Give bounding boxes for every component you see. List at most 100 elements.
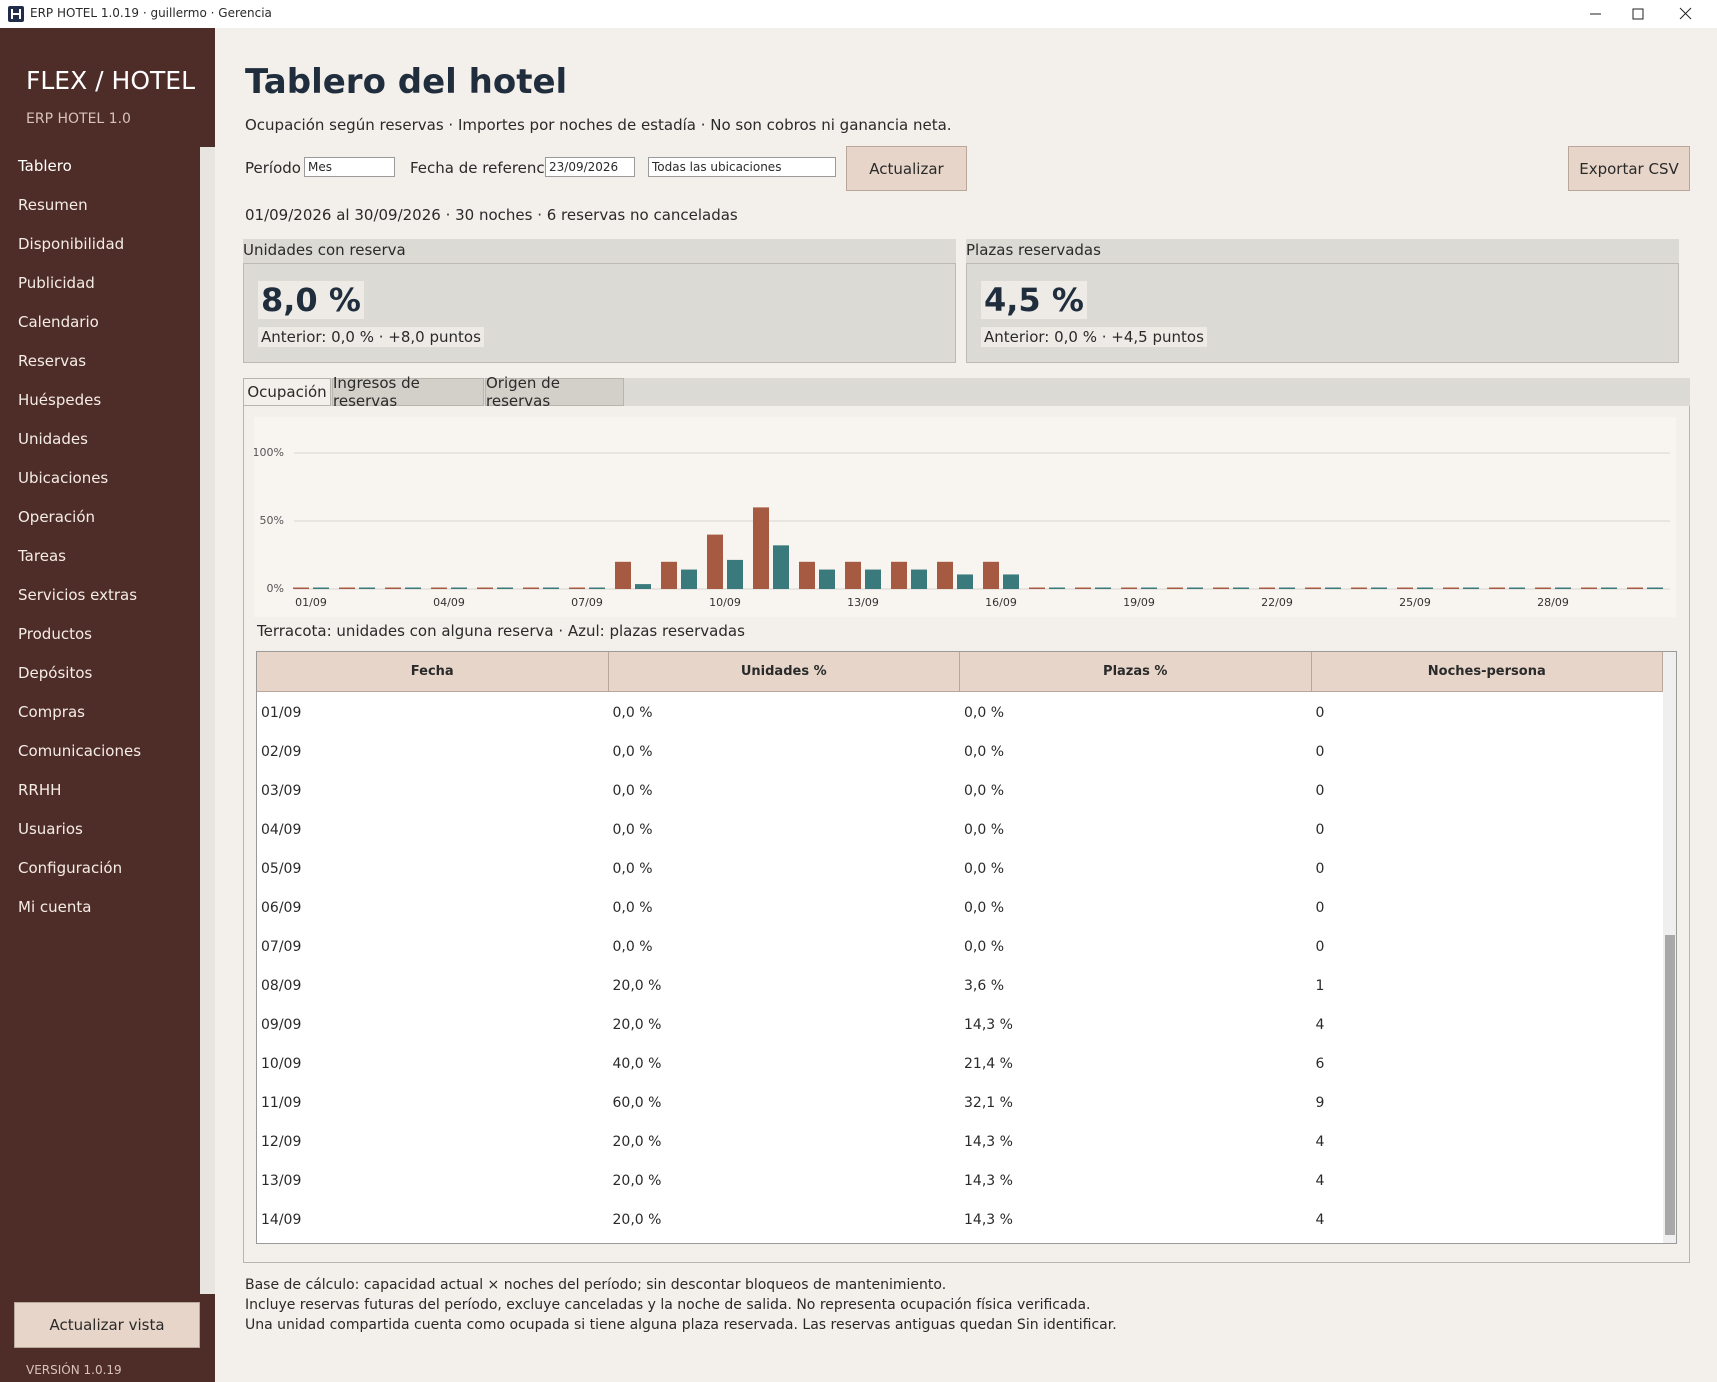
scroll-thumb[interactable] [1665,935,1675,1235]
nav-item[interactable]: Usuarios [18,820,83,838]
table-cell: 0,0 % [964,861,1005,877]
bar [1509,587,1525,589]
table-cell: 08/09 [261,978,302,994]
table-cell: 20,0 % [612,978,662,994]
x-tick-label: 19/09 [1123,596,1155,609]
table-cell: 12/09 [261,1134,302,1150]
nav-item[interactable]: Productos [18,625,92,643]
nav-item[interactable]: Calendario [18,313,99,331]
nav-item[interactable]: Reservas [18,352,87,370]
kpi-detail: Anterior: 0,0 % · +8,0 puntos [258,327,484,347]
nav-item[interactable]: Compras [18,703,85,721]
bar [451,587,467,589]
tab[interactable]: Ingresos de reservas [332,374,484,410]
bar [1489,587,1505,589]
export-button[interactable]: Exportar CSV [1568,146,1690,191]
nav-item[interactable]: Servicios extras [18,586,138,604]
table-cell: 07/09 [261,939,302,955]
kpi-value: 8,0 % [258,281,364,319]
nav-item[interactable]: Tareas [18,547,66,565]
table-cell: 14/09 [261,1212,302,1228]
refresh-button[interactable]: Actualizar [846,146,967,191]
bar [635,584,651,589]
bar [1141,587,1157,589]
x-tick-label: 22/09 [1261,596,1293,609]
table-cell: 40,0 % [612,1056,662,1072]
brand: FLEX / HOTEL [26,66,196,95]
kpi-detail: Anterior: 0,0 % · +4,5 puntos [981,327,1207,347]
nav-item[interactable]: Ubicaciones [18,469,109,487]
bar [615,561,631,589]
nav-item[interactable]: RRHH [18,781,62,799]
tab-bar [243,378,1690,406]
column-header[interactable]: Plazas % [960,652,1312,692]
bar [1555,587,1571,589]
nav-item[interactable]: Disponibilidad [18,235,125,253]
bar [799,561,815,589]
x-tick-label: 07/09 [571,596,603,609]
bar [313,587,329,589]
table-cell: 0 [1315,861,1325,877]
refresh-view-button[interactable]: Actualizar vista [14,1302,200,1348]
bar [957,574,973,589]
table-cell: 0,0 % [964,705,1005,721]
kpi-label: Unidades con reserva [243,241,406,259]
version: VERSIÓN 1.0.19 [26,1363,122,1377]
close-button[interactable] [1679,7,1692,20]
bar [1535,587,1551,589]
table-cell: 6 [1315,1056,1325,1072]
x-tick-label: 16/09 [985,596,1017,609]
nav-item[interactable]: Depósitos [18,664,93,682]
occupancy-chart: 0% 50% 100% 01/09 04/09 07/09 10/09 13/09 16/09 1… [254,417,1676,617]
nav-item[interactable]: Comunicaciones [18,742,142,760]
bar [911,569,927,589]
location-select[interactable]: Todas las ubicaciones [648,157,836,177]
bar [1167,587,1183,589]
x-tick-label: 25/09 [1399,596,1431,609]
bar [1417,587,1433,589]
nav-item[interactable]: Resumen [18,196,88,214]
nav-item[interactable]: Huéspedes [18,391,102,409]
bar [845,561,861,589]
bar [431,587,447,589]
table-cell: 0 [1315,783,1325,799]
column-header[interactable]: Unidades % [608,652,960,692]
maximize-button[interactable] [1632,8,1644,20]
bar [339,587,355,589]
kpi-header [966,239,1679,263]
nav-item[interactable]: Mi cuenta [18,898,92,916]
bar [707,534,723,589]
chart-caption: Terracota: unidades con alguna reserva ·… [257,622,745,640]
nav-item[interactable]: Configuración [18,859,123,877]
table-cell: 0,0 % [612,822,653,838]
date-input[interactable]: 23/09/2026 [545,157,635,177]
column-header[interactable]: Noches-persona [1311,652,1663,692]
table-cell: 0,0 % [612,861,653,877]
period-select[interactable]: Mes [304,157,395,177]
bar [1259,587,1275,589]
sidebar-scrollbar[interactable] [200,147,215,1294]
nav-item[interactable]: Tablero [18,157,72,175]
nav-item[interactable]: Publicidad [18,274,95,292]
table-cell: 0,0 % [612,900,653,916]
period-label: Período [245,159,301,177]
bar [1029,587,1045,589]
title-bar: ERP HOTEL 1.0.19 · guillermo · Gerencia [0,0,1717,28]
column-header[interactable]: Fecha [257,652,609,692]
table-scrollbar[interactable] [1663,652,1676,1243]
bar [543,587,559,589]
tab[interactable]: Origen de reservas [485,374,624,410]
bar [497,587,513,589]
page-title: Tablero del hotel [245,62,568,102]
table-cell: 0,0 % [964,783,1005,799]
table-cell: 0 [1315,900,1325,916]
bar [569,587,585,589]
tab[interactable]: Ocupación [243,378,331,406]
app-icon [8,6,24,22]
bar [1443,587,1459,589]
nav-item[interactable]: Unidades [18,430,88,448]
bar [1325,587,1341,589]
table-cell: 05/09 [261,861,302,877]
table-cell: 32,1 % [964,1095,1013,1111]
nav-item[interactable]: Operación [18,508,96,526]
